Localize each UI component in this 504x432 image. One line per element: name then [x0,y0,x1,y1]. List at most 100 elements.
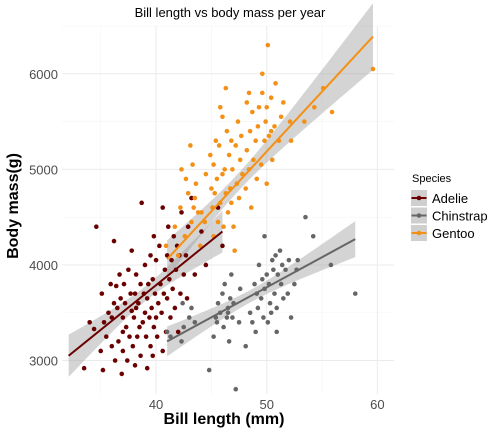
data-point-chinstrap [226,310,231,315]
data-point-gentoo [220,115,225,120]
y-tick-label: 4000 [29,258,58,273]
data-point-gentoo [212,191,217,196]
data-point-adelie [184,253,189,258]
data-point-adelie [98,349,103,354]
data-point-gentoo [253,138,258,143]
y-axis-ticks: 3000400050006000 [29,67,58,369]
data-point-adelie [104,334,109,339]
data-point-chinstrap [253,330,258,335]
data-point-adelie [133,291,138,296]
data-point-gentoo [164,244,169,249]
data-point-gentoo [245,100,250,105]
data-point-adelie [170,287,175,292]
data-point-gentoo [232,248,237,253]
fit-line-gentoo [167,37,373,260]
data-point-adelie [185,296,190,301]
data-point-chinstrap [250,320,255,325]
data-point-gentoo [226,210,231,215]
data-point-adelie [87,320,92,325]
data-point-gentoo [193,196,198,201]
data-point-adelie [166,224,171,229]
data-point-chinstrap [230,315,235,320]
data-point-adelie [126,267,131,272]
data-point-adelie [167,277,172,282]
x-tick-label: 60 [370,397,384,412]
data-point-chinstrap [187,315,192,320]
data-point-adelie [137,325,142,330]
data-point-gentoo [245,148,250,153]
data-point-gentoo [215,177,220,182]
data-point-adelie [116,339,121,344]
data-point-gentoo [179,167,184,172]
data-point-gentoo [229,138,234,143]
data-point-chinstrap [264,272,269,277]
data-point-adelie [159,310,164,315]
data-point-chinstrap [229,272,234,277]
data-point-gentoo [191,205,196,210]
data-point-adelie [150,353,155,358]
data-point-gentoo [216,220,221,225]
data-point-gentoo [272,124,277,129]
data-point-chinstrap [257,263,262,268]
data-point-adelie [114,284,119,289]
data-point-adelie [154,258,159,263]
data-point-adelie [122,282,127,287]
legend-label-gentoo: Gentoo [432,226,475,241]
data-point-adelie [112,239,117,244]
data-point-adelie [204,263,209,268]
data-point-adelie [143,310,148,315]
data-point-gentoo [289,138,294,143]
data-point-gentoo [266,43,271,48]
data-point-adelie [124,325,129,330]
data-point-chinstrap [272,291,277,296]
data-point-gentoo [257,105,262,110]
data-point-adelie [92,327,97,332]
data-point-gentoo [208,153,213,158]
legend-key-chinstrap [411,208,427,224]
data-point-adelie [138,282,143,287]
data-point-gentoo [281,100,286,105]
data-point-adelie [160,205,165,210]
data-point-gentoo [209,186,214,191]
data-point-chinstrap [259,296,264,301]
data-point-adelie [171,234,176,239]
data-point-adelie [186,224,191,229]
data-point-gentoo [302,119,307,124]
data-point-adelie [220,244,225,249]
data-point-adelie [179,210,184,215]
data-point-chinstrap [220,291,225,296]
data-point-adelie [113,358,118,363]
data-point-chinstrap [225,315,230,320]
data-point-gentoo [254,177,259,182]
data-point-chinstrap [269,310,274,315]
data-point-gentoo [186,191,191,196]
data-point-chinstrap [211,334,216,339]
data-point-adelie [148,253,153,258]
data-point-gentoo [188,143,193,148]
data-point-chinstrap [278,248,283,253]
data-point-chinstrap [303,215,308,220]
data-point-chinstrap [261,315,266,320]
data-point-chinstrap [295,258,300,263]
data-point-adelie [121,315,126,320]
data-point-chinstrap [262,234,267,239]
data-point-chinstrap [281,296,286,301]
data-point-adelie [145,296,150,301]
data-point-chinstrap [271,267,276,272]
y-axis-title: Body mass(g) [5,153,22,259]
data-point-adelie [121,349,126,354]
data-point-adelie [94,224,99,229]
data-point-gentoo [214,138,219,143]
data-point-adelie [129,248,134,253]
data-point-adelie [149,306,154,311]
data-point-gentoo [260,71,265,76]
data-point-adelie [157,244,162,249]
data-point-chinstrap [227,339,232,344]
legend-key-adelie [411,190,427,206]
data-point-gentoo [217,143,222,148]
data-point-adelie [102,320,107,325]
data-point-adelie [118,296,123,301]
data-point-chinstrap [215,320,220,325]
legend-label-adelie: Adelie [432,191,468,206]
data-point-gentoo [262,138,267,143]
